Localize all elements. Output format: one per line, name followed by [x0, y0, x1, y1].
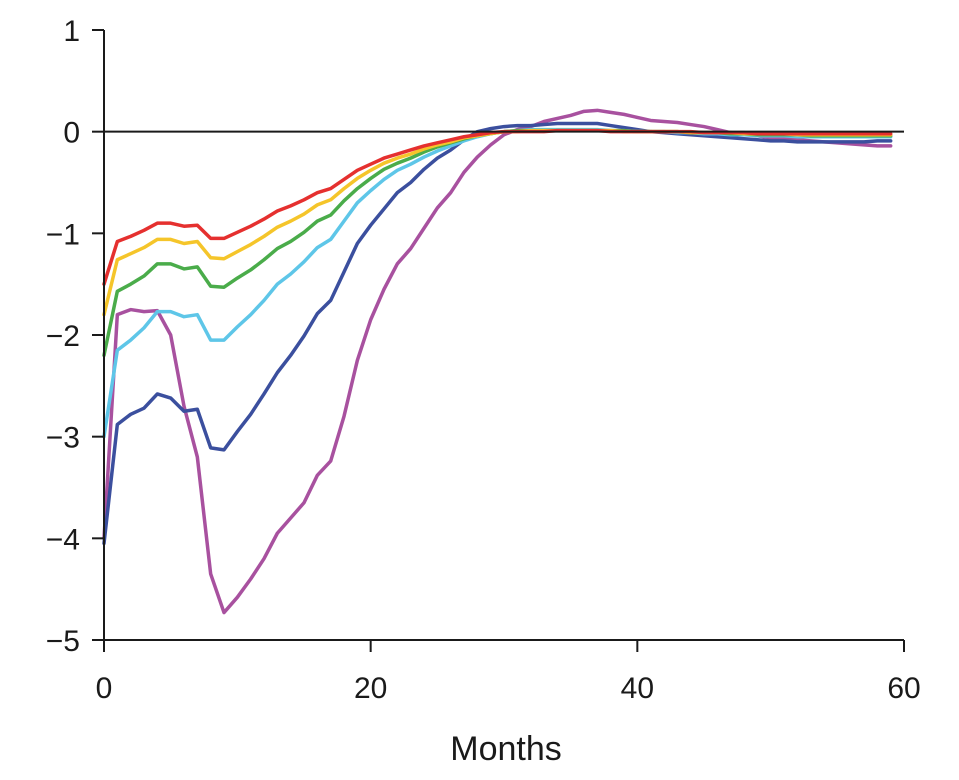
x-tick-label: 40: [621, 672, 654, 705]
chart: 1 0 −1 −2 −3 −4 −5 0 20 40 60 Months: [0, 0, 959, 780]
series-line-light-blue: [104, 130, 891, 437]
series-line-green: [104, 131, 891, 356]
series-line-dark-blue: [104, 124, 891, 544]
y-ticks: 1 0 −1 −2 −3 −4 −5: [46, 15, 104, 658]
y-tick-label: 0: [63, 117, 80, 150]
y-tick-label: −4: [46, 523, 80, 556]
x-tick-label: 20: [354, 672, 387, 705]
y-tick-label: −1: [46, 218, 80, 251]
y-tick-label: 1: [63, 15, 80, 48]
series-line-red: [104, 131, 891, 285]
series-layer: [104, 110, 891, 612]
y-tick-label: −5: [46, 625, 80, 658]
x-axis-title: Months: [450, 730, 562, 768]
x-ticks: 0 20 40 60: [96, 640, 921, 705]
y-tick-label: −3: [46, 422, 80, 455]
series-line-purple: [104, 110, 891, 612]
x-tick-label: 0: [96, 672, 113, 705]
y-tick-label: −2: [46, 320, 80, 353]
x-tick-label: 60: [887, 672, 920, 705]
